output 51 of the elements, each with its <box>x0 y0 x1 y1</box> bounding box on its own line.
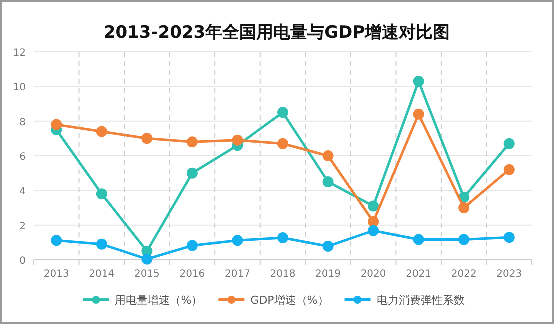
point <box>278 232 288 244</box>
point <box>186 168 198 179</box>
point <box>504 232 515 244</box>
y-tick-label: 2 <box>20 221 26 232</box>
y-tick-label: 8 <box>20 117 26 128</box>
point <box>368 216 380 228</box>
point <box>504 138 515 150</box>
point <box>96 238 108 250</box>
x-tick-label: 2016 <box>180 269 206 280</box>
x-tick-label: 2023 <box>496 269 522 280</box>
y-tick-label: 6 <box>20 152 26 163</box>
x-tick-label: 2022 <box>451 269 477 280</box>
point <box>504 164 515 176</box>
point <box>142 133 153 144</box>
point <box>232 235 244 246</box>
point <box>278 138 288 150</box>
y-tick-label: 4 <box>20 186 26 198</box>
chart-title: 2013-2023年全国用电量与GDP增速对比图 <box>104 23 450 43</box>
point <box>413 76 424 87</box>
point <box>232 134 244 146</box>
point <box>368 200 380 212</box>
legend-label: 电力消费弹性系数 <box>376 294 465 307</box>
point <box>322 240 334 252</box>
y-tick-label: 12 <box>13 48 26 59</box>
point <box>413 234 424 246</box>
point <box>51 119 62 130</box>
point <box>413 108 424 120</box>
point <box>96 126 108 138</box>
x-tick-label: 2014 <box>89 269 115 280</box>
x-tick-label: 2015 <box>134 269 160 280</box>
point <box>322 176 334 188</box>
point <box>278 107 288 118</box>
point <box>458 202 470 214</box>
x-tick-label: 2021 <box>406 269 432 280</box>
point <box>96 188 108 200</box>
point <box>51 235 62 246</box>
legend-label: 用电量增速（%） <box>115 294 203 307</box>
point <box>186 240 198 252</box>
x-tick-label: 2017 <box>225 269 250 280</box>
point <box>368 225 380 236</box>
y-tick-label: 0 <box>20 256 26 267</box>
x-tick-label: 2013 <box>44 269 70 280</box>
point <box>142 254 153 265</box>
point <box>322 150 334 162</box>
x-tick-label: 2019 <box>316 269 341 280</box>
y-tick-label: 10 <box>13 82 26 94</box>
point <box>458 234 470 246</box>
x-tick-label: 2020 <box>360 269 386 280</box>
point <box>186 136 198 148</box>
legend-label: GDP增速（%） <box>250 294 329 307</box>
x-tick-label: 2018 <box>270 269 296 280</box>
